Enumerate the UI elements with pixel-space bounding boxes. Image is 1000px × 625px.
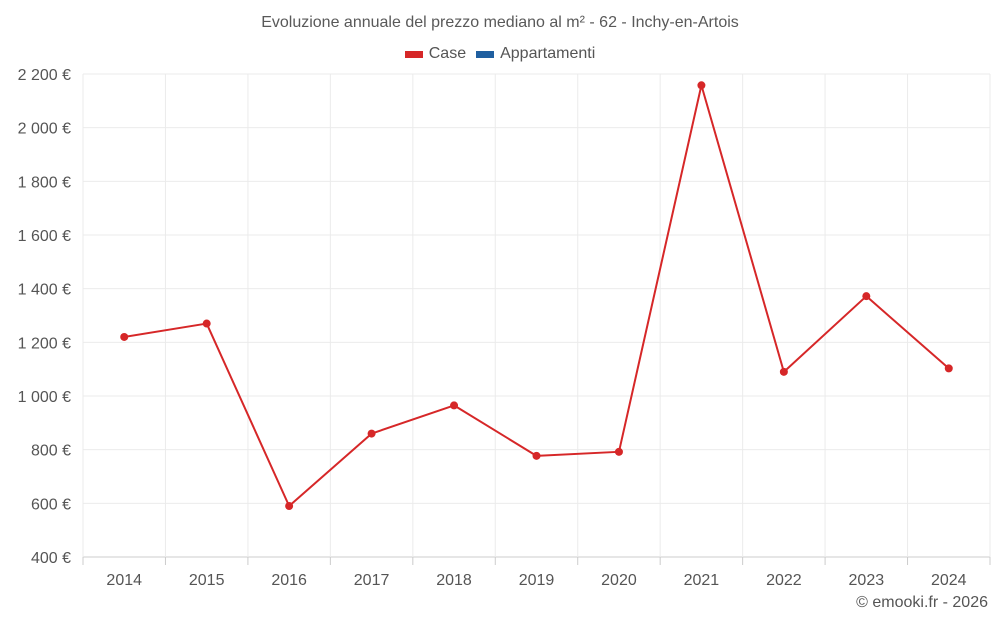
y-tick-label: 2 200 € xyxy=(18,67,71,84)
x-tick-label: 2015 xyxy=(189,572,225,589)
y-tick-label: 1 600 € xyxy=(18,228,71,245)
legend-label-case: Case xyxy=(428,45,467,62)
data-point xyxy=(944,364,953,373)
x-tick-label: 2021 xyxy=(684,572,720,589)
x-tick-label: 2018 xyxy=(436,572,472,589)
y-tick-label: 600 € xyxy=(31,496,71,513)
chart-legend: Case Appartamenti xyxy=(0,45,1000,63)
y-tick-label: 400 € xyxy=(31,550,71,567)
data-point xyxy=(614,447,623,456)
y-tick-label: 1 400 € xyxy=(18,282,71,299)
x-tick-label: 2019 xyxy=(519,572,555,589)
legend-item-appartamenti[interactable]: Appartamenti xyxy=(476,45,595,63)
legend-label-appartamenti: Appartamenti xyxy=(500,45,596,62)
x-tick-label: 2016 xyxy=(271,572,307,589)
legend-swatch-case xyxy=(404,50,423,58)
data-point xyxy=(532,451,541,460)
y-tick-label: 2 000 € xyxy=(18,121,71,138)
x-tick-label: 2020 xyxy=(601,572,637,589)
y-tick-label: 800 € xyxy=(31,443,71,460)
legend-item-case[interactable]: Case xyxy=(404,45,467,63)
y-tick-label: 1 200 € xyxy=(18,335,71,352)
data-point xyxy=(285,502,294,511)
data-point xyxy=(450,401,459,410)
data-point xyxy=(779,367,788,376)
data-point xyxy=(862,292,871,301)
x-tick-label: 2024 xyxy=(931,572,967,589)
data-point xyxy=(367,429,376,438)
x-tick-label: 2017 xyxy=(354,572,390,589)
data-point xyxy=(202,319,211,328)
x-tick-label: 2023 xyxy=(849,572,885,589)
x-tick-label: 2014 xyxy=(106,572,142,589)
y-tick-label: 1 800 € xyxy=(18,174,71,191)
data-point xyxy=(120,332,129,341)
chart-title: Evoluzione annuale del prezzo mediano al… xyxy=(261,14,739,31)
legend-swatch-appartamenti xyxy=(476,50,495,58)
credit-text: © emooki.fr - 2026 xyxy=(856,594,988,611)
data-point xyxy=(697,81,706,90)
y-tick-label: 1 000 € xyxy=(18,389,71,406)
x-tick-label: 2022 xyxy=(766,572,802,589)
